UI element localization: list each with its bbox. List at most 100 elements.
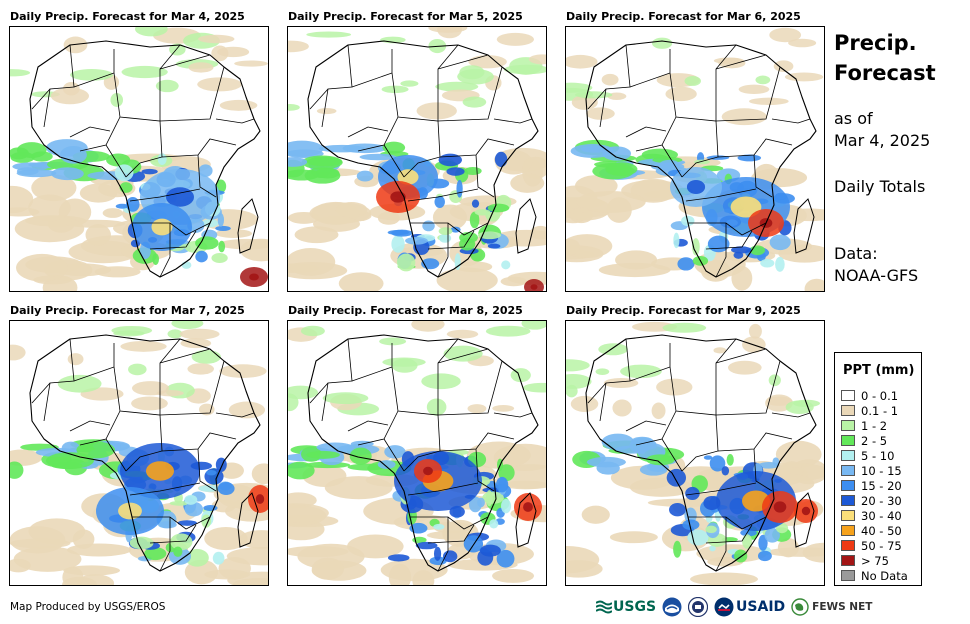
country-border: [715, 54, 767, 70]
country-border: [309, 88, 329, 110]
legend-item: 1 - 2: [841, 418, 887, 433]
map-panel-4: [9, 320, 269, 586]
madagascar-outline: [237, 198, 259, 254]
map-panel-6: [565, 320, 825, 586]
country-border: [321, 338, 353, 422]
country-border: [661, 144, 683, 178]
country-border: [129, 188, 201, 202]
country-border: [351, 49, 393, 88]
legend-label: 20 - 30: [861, 493, 902, 508]
country-border: [407, 188, 479, 202]
legend-swatch: [841, 555, 855, 566]
fewsnet-logo: FEWS NET: [791, 598, 872, 616]
usgs-wave-icon: [596, 600, 612, 614]
country-border: [161, 432, 237, 452]
country-border: [599, 338, 631, 422]
legend-swatch: [841, 495, 855, 506]
country-border: [383, 438, 405, 472]
country-border: [403, 414, 441, 472]
country-border: [437, 517, 449, 572]
legend-label: 10 - 15: [861, 463, 902, 478]
legend-swatch: [841, 570, 855, 581]
noaa-logo: [662, 597, 682, 617]
country-border: [427, 524, 475, 544]
country-border: [159, 517, 171, 572]
country-border: [475, 448, 495, 492]
legend-item: 40 - 50: [841, 523, 902, 538]
panel-title-4: Daily Precip. Forecast for Mar 7, 2025: [10, 304, 245, 317]
as-of-value: Mar 4, 2025: [834, 131, 931, 150]
panel-title-1: Daily Precip. Forecast for Mar 4, 2025: [10, 10, 245, 23]
country-border: [125, 120, 163, 178]
panel-title-2: Daily Precip. Forecast for Mar 5, 2025: [288, 10, 523, 23]
country-border: [439, 432, 515, 452]
country-border: [159, 66, 225, 122]
country-border: [159, 54, 211, 70]
legend-label: > 75: [861, 553, 889, 568]
panel-title-5: Daily Precip. Forecast for Mar 8, 2025: [288, 304, 523, 317]
legend-label: 2 - 5: [861, 433, 888, 448]
country-border: [688, 516, 767, 530]
country-border: [688, 222, 767, 236]
map-panel-5: [287, 320, 547, 586]
legend-label: 0.1 - 1: [861, 403, 899, 418]
map-credit: Map Produced by USGS/EROS: [10, 601, 166, 613]
as-of-date: as of Mar 4, 2025: [834, 108, 930, 152]
legend-item: 10 - 15: [841, 463, 902, 478]
sidebar-title-line1: Precip.: [834, 31, 917, 55]
country-border: [717, 432, 793, 452]
country-border: [715, 348, 767, 364]
country-border: [69, 420, 111, 432]
country-border: [410, 516, 489, 530]
noaa-seal-icon: [662, 597, 682, 617]
country-border: [161, 138, 237, 158]
country-border: [681, 414, 719, 472]
dos-seal-logo: [688, 597, 709, 617]
country-border: [715, 517, 727, 572]
country-border: [717, 138, 793, 158]
country-border: [129, 482, 201, 496]
country-border: [215, 118, 255, 124]
country-border: [149, 524, 197, 544]
country-border: [132, 222, 211, 236]
legend-item: 5 - 10: [841, 448, 894, 463]
legend-swatch: [841, 435, 855, 446]
country-border: [43, 44, 75, 128]
usgs-logo: USGS: [596, 599, 656, 615]
country-border: [705, 230, 753, 250]
country-border: [437, 223, 449, 278]
country-border: [43, 338, 75, 422]
legend-title: PPT (mm): [843, 363, 915, 378]
country-border: [159, 223, 171, 278]
fewsnet-logo-text: FEWS NET: [812, 601, 873, 613]
madagascar-outline: [793, 492, 815, 548]
legend-label: No Data: [861, 568, 908, 583]
country-border: [715, 223, 727, 278]
data-source: Data: NOAA-GFS: [834, 243, 918, 287]
sidebar-title-line2: Forecast: [834, 61, 936, 85]
legend-swatch: [841, 390, 855, 401]
madagascar-outline: [515, 492, 537, 548]
country-border: [403, 120, 441, 178]
legend-label: 40 - 50: [861, 523, 902, 538]
country-border: [753, 448, 773, 492]
sidebar-title: Precip. Forecast: [834, 28, 936, 88]
partner-logos: USGS USAID FEWS NET: [596, 596, 878, 618]
country-border: [685, 482, 757, 496]
panel-title-6: Daily Precip. Forecast for Mar 9, 2025: [566, 304, 801, 317]
country-border: [357, 410, 399, 446]
fewsnet-globe-icon: [791, 598, 809, 616]
country-border: [715, 66, 781, 122]
legend-item: 50 - 75: [841, 538, 902, 553]
country-border: [625, 420, 667, 432]
country-border: [635, 116, 677, 152]
country-border: [159, 348, 211, 364]
country-border: [439, 138, 515, 158]
legend-label: 1 - 2: [861, 418, 888, 433]
legend-item: No Data: [841, 568, 908, 583]
country-border: [321, 44, 353, 128]
panel-title-3: Daily Precip. Forecast for Mar 6, 2025: [566, 10, 801, 23]
country-border: [771, 118, 811, 124]
daily-totals-label: Daily Totals: [834, 177, 926, 196]
